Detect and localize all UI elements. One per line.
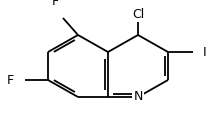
Text: Cl: Cl (132, 8, 144, 21)
Text: I: I (203, 46, 207, 59)
Text: F: F (51, 0, 59, 8)
Text: N: N (133, 91, 143, 104)
Text: F: F (7, 74, 14, 87)
